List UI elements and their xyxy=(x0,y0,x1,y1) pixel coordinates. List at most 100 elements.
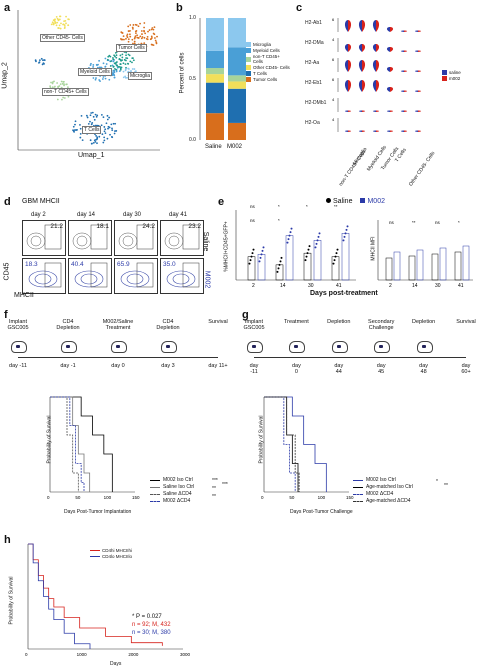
mouse-icon xyxy=(247,341,263,353)
umap-point xyxy=(98,66,101,69)
km-xtick: 50 xyxy=(289,495,295,500)
umap-point xyxy=(52,22,55,25)
timeline-step-title: M002/Saline Treatment xyxy=(102,319,134,332)
km-xtick: 0 xyxy=(25,652,28,657)
umap-point xyxy=(133,68,136,70)
umap-point xyxy=(105,122,108,125)
umap-point xyxy=(146,35,149,38)
e-sig-right: * xyxy=(458,220,460,225)
umap-cluster-label-tcells: T Cells xyxy=(82,126,102,134)
e-point xyxy=(286,241,289,244)
umap-point xyxy=(151,27,154,29)
e-point xyxy=(305,255,308,258)
violin-saline xyxy=(358,130,362,132)
violin-gene-1: H2-DMa xyxy=(305,40,324,46)
e-bar xyxy=(257,254,266,281)
timeline-step-title: Treatment xyxy=(283,319,309,325)
umap-point xyxy=(135,70,137,73)
umap-ylabel: Umap_2 xyxy=(1,62,9,89)
umap-cluster-7 xyxy=(34,57,46,66)
umap-cluster-label-tumor: Tumor Cells xyxy=(116,44,147,52)
stacked-ytick-0: 0.0 xyxy=(189,137,196,143)
e-point xyxy=(335,252,338,255)
umap-point xyxy=(63,97,66,99)
violin-saline xyxy=(400,110,404,112)
umap-point xyxy=(156,35,158,38)
timeline-step-title: CD4 Depletion xyxy=(56,319,80,332)
mouse-icon xyxy=(374,341,391,353)
umap-point xyxy=(92,65,95,68)
umap-point xyxy=(111,136,114,139)
e-point xyxy=(287,238,290,241)
umap-point xyxy=(109,133,111,136)
umap-point xyxy=(95,138,98,141)
umap-point xyxy=(126,33,129,36)
umap-point xyxy=(114,130,116,132)
e-point xyxy=(342,239,345,242)
umap-point xyxy=(119,58,122,61)
umap-point xyxy=(143,29,145,32)
stacked-cat-m002: M002 xyxy=(227,144,243,150)
umap-point xyxy=(121,53,124,56)
umap-point xyxy=(111,73,114,76)
umap-cluster-0 xyxy=(50,15,70,30)
g-legend: M002 Iso Ctrl Age-matched Iso Ctrl M002 … xyxy=(353,477,413,505)
stacked-cat-saline: Saline xyxy=(205,144,222,150)
umap-point xyxy=(106,118,109,121)
violin-m002 xyxy=(390,67,394,72)
umap-point xyxy=(63,84,65,87)
stacked-bar-segment xyxy=(228,122,246,140)
violin-m002 xyxy=(390,47,394,52)
umap-point xyxy=(135,32,137,35)
umap-point xyxy=(101,78,104,80)
umap-point xyxy=(155,41,158,44)
umap-point xyxy=(94,113,97,116)
flow-plot-m002: 40.4 xyxy=(68,258,112,294)
violin-saline xyxy=(372,110,376,112)
umap-point xyxy=(127,53,130,56)
violin-m002 xyxy=(348,130,352,132)
flow-value-saline: 23.2 xyxy=(188,223,201,230)
violin-gene-0: H2-Ab1 xyxy=(305,20,322,26)
umap-point xyxy=(126,57,129,60)
km-curve xyxy=(50,396,85,492)
timeline-day: day -1 xyxy=(60,363,76,369)
e-point xyxy=(259,256,262,259)
umap-point xyxy=(122,35,125,38)
violin-gene-2: H2-Aa xyxy=(305,60,320,66)
e-xtick: 30 xyxy=(308,283,314,289)
umap-point xyxy=(63,24,66,27)
umap-point xyxy=(73,130,76,133)
umap-point xyxy=(112,58,115,61)
umap-point xyxy=(121,56,124,59)
survival-plot-h: 0 1000 2000 3000 xyxy=(25,543,191,657)
umap-point xyxy=(150,35,153,38)
umap-point xyxy=(92,77,95,79)
umap-point xyxy=(57,85,60,88)
e-point xyxy=(314,246,317,249)
umap-cluster-label-nont: non-T CD45+ Cells xyxy=(42,88,89,96)
umap-point xyxy=(67,24,70,27)
e-point xyxy=(288,234,291,237)
timeline-day: day -11 xyxy=(249,363,259,376)
km-xtick: 2000 xyxy=(128,652,139,657)
stacked-bar-segment xyxy=(206,18,224,51)
umap-point xyxy=(150,28,153,31)
flow-row-saline: Saline xyxy=(202,231,210,252)
panel-b-label: b xyxy=(176,2,183,14)
stacked-bar-chart xyxy=(199,18,246,140)
e-point xyxy=(318,232,321,235)
umap-point xyxy=(140,30,143,32)
umap-point xyxy=(103,139,106,142)
umap-point xyxy=(114,122,117,125)
umap-point xyxy=(65,22,67,25)
panel-g: g Implant GSC005 day -11 Treatment day 0 Deplet… xyxy=(238,305,478,530)
e-ylabel-left: %MHCII+CD45+GFP+ xyxy=(223,221,230,272)
km-curve xyxy=(264,396,327,492)
violin-plot: 6 4 6 6 4 4 xyxy=(332,17,422,132)
h-ylabel: Probability of Survival xyxy=(8,576,15,625)
umap-point xyxy=(111,64,114,67)
umap-point xyxy=(62,23,64,26)
flow-value-saline: 18.1 xyxy=(96,223,109,230)
umap-point xyxy=(140,37,143,40)
